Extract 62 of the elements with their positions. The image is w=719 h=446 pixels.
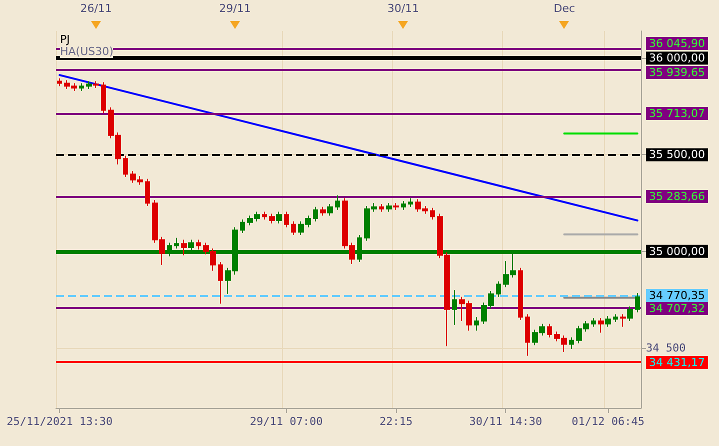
annotation: HA(US30) xyxy=(60,45,114,58)
candlestick xyxy=(598,318,604,334)
candlestick xyxy=(525,314,530,356)
y-tick-label: 35 500,00 xyxy=(649,148,705,162)
candlestick xyxy=(474,316,479,332)
ref-line-label: 34 770,35 xyxy=(646,289,708,302)
text: 29/11 xyxy=(219,2,251,15)
x-tick-label: 22:15 xyxy=(379,415,413,428)
candlestick xyxy=(269,213,275,224)
text: 30/11 xyxy=(387,2,420,15)
candlestick xyxy=(613,314,618,322)
candlestick xyxy=(605,316,611,328)
ref-line-label: 34 707,32 xyxy=(646,302,708,316)
x-tick-label: 01/12 06:45 xyxy=(572,415,645,428)
candlestick xyxy=(145,178,150,206)
candlestick xyxy=(181,239,187,256)
candlestick xyxy=(240,219,245,234)
candlestick xyxy=(79,82,84,92)
candlestick xyxy=(518,267,523,321)
candlestick xyxy=(284,211,289,228)
ref-line-label: 35 283,66 xyxy=(646,190,708,204)
ref-line-label: 35 939,65 xyxy=(646,66,708,80)
candlestick xyxy=(569,336,574,350)
candlestick xyxy=(547,323,552,338)
candlestick xyxy=(101,82,106,114)
candlestick xyxy=(620,314,626,328)
candlestick xyxy=(379,204,384,212)
y-tick-label: 35 000,00 xyxy=(649,244,705,258)
candlestick xyxy=(393,202,399,210)
candlestick xyxy=(430,207,435,220)
text: Dec xyxy=(554,2,576,15)
x-tick-label: 29/11 07:00 xyxy=(250,415,323,428)
candlestick xyxy=(276,211,282,224)
ref-line-label: 35 713,07 xyxy=(646,107,708,120)
candlestick xyxy=(401,200,406,210)
candlestick xyxy=(218,262,223,304)
candlestick xyxy=(57,78,62,87)
candlestick xyxy=(496,280,501,298)
candlestick xyxy=(627,306,633,322)
candlestick xyxy=(93,80,99,89)
x-tick-label: 25/11/2021 13:30 xyxy=(6,415,113,428)
ref-line-label: 36 045,90 xyxy=(646,37,708,50)
candlestick xyxy=(335,194,340,210)
candlestick xyxy=(635,292,640,313)
y-tick-label: 34 500 xyxy=(646,342,686,355)
candlestick xyxy=(327,204,333,216)
candlestick xyxy=(591,318,596,328)
candlestick xyxy=(262,211,267,220)
candlestick xyxy=(320,206,326,216)
text: 26/11 xyxy=(80,2,112,15)
candlestick xyxy=(452,290,457,326)
x-tick-label: 30/11 14:30 xyxy=(469,415,542,428)
candlestick xyxy=(313,206,318,222)
candlestick xyxy=(291,220,296,236)
candlestick xyxy=(123,155,128,178)
candlestick xyxy=(86,80,92,90)
y-tick-label: 36 000,00 xyxy=(649,52,705,65)
candlestick xyxy=(196,239,201,250)
candlestick xyxy=(386,202,392,212)
candlestick xyxy=(408,198,413,208)
ref-line-label: 34 431,17 xyxy=(646,356,708,370)
annotation: PJ xyxy=(60,33,70,46)
